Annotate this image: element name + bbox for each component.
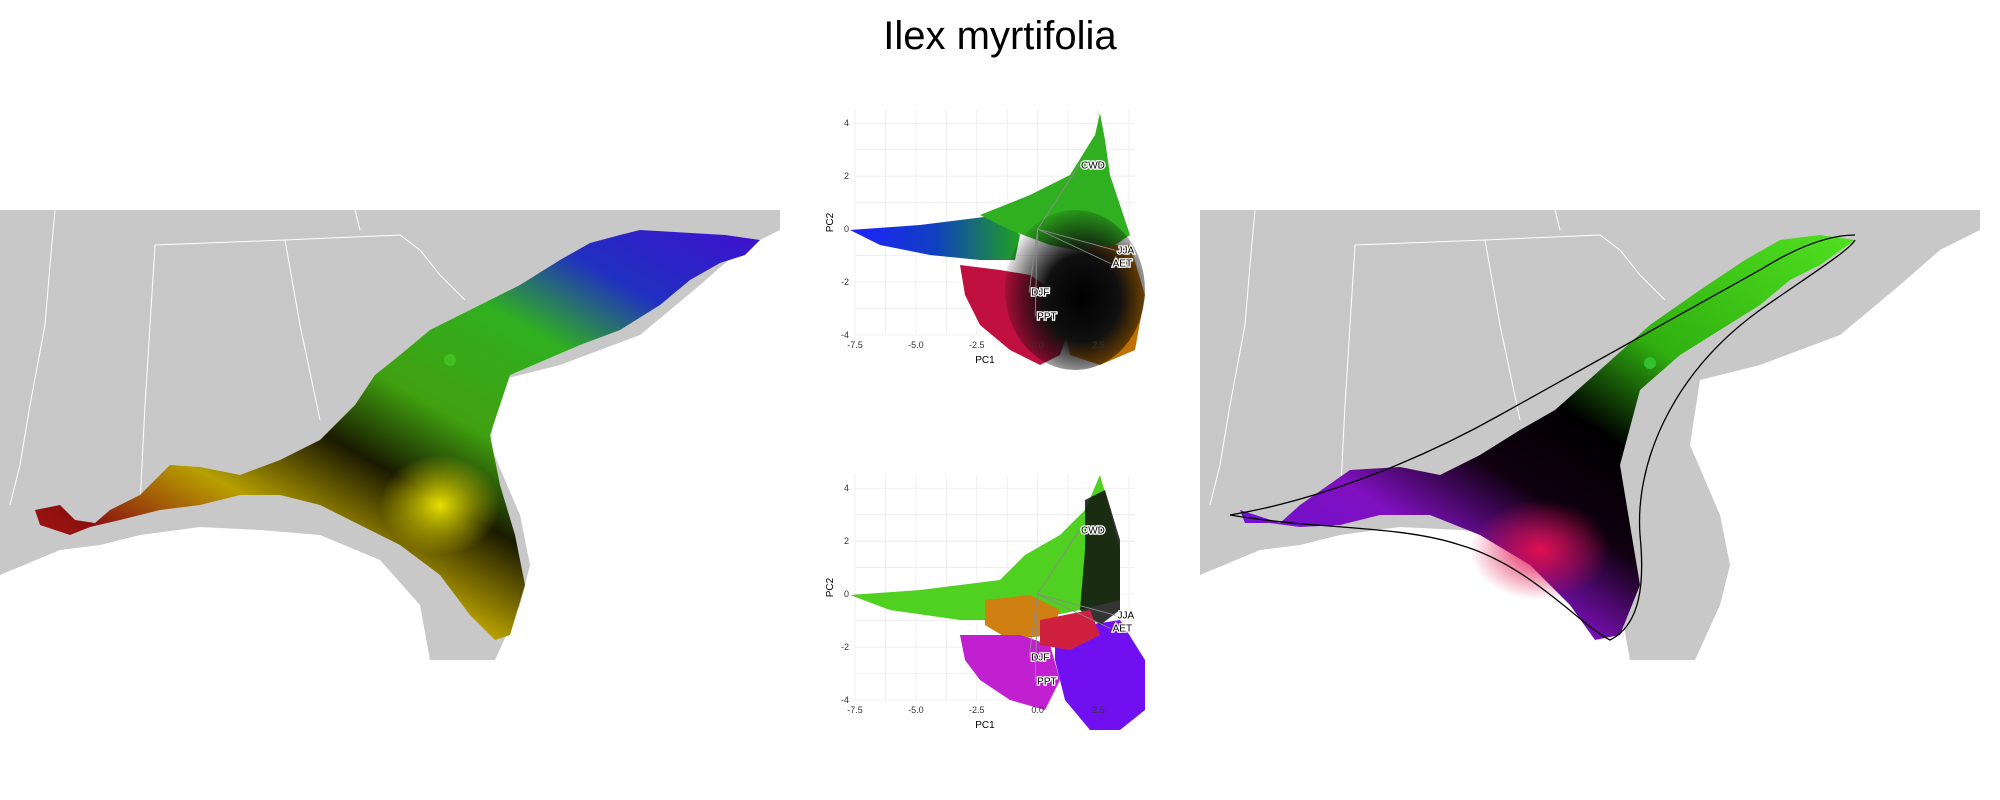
loading-vector-djf — [1028, 594, 1039, 658]
loading-vector-jja — [1037, 593, 1116, 616]
pca-bottom-cloud-violet — [1055, 620, 1145, 730]
x-tick-label: 2.5 — [1092, 705, 1105, 715]
pca-bottom-cloud-red — [1040, 610, 1100, 650]
vector-label-jja: JJA — [1118, 610, 1135, 621]
loading-vector-ppt — [1034, 229, 1039, 317]
vector-label-ppt: PPT — [1037, 311, 1056, 322]
pca-bottom-axes: -7.5 -5.0 -2.5 0.0 2.5 -4 -2 0 2 4 PC1 PC2 — [825, 483, 1105, 731]
vector-label-cwd: CWD — [1081, 161, 1105, 172]
loading-vector-cwd — [1037, 165, 1080, 230]
range-outlier — [444, 354, 456, 366]
x-tick-label: -5.0 — [908, 340, 924, 350]
map-left — [0, 209, 780, 660]
pca-top-axes: -7.5 -5.0 -2.5 0.0 2.5 -4 -2 0 2 4 PC1 PC2 — [825, 118, 1105, 366]
y-tick-label: 0 — [844, 224, 849, 234]
map-right — [1200, 209, 1980, 660]
x-axis-title: PC1 — [975, 355, 995, 366]
vector-label-djf: DJF — [1031, 653, 1049, 664]
pca-top-vectors: CWD JJA AET DJF PPT — [1028, 159, 1136, 324]
x-axis-title: PC1 — [975, 720, 995, 731]
x-tick-label: 0.0 — [1031, 340, 1044, 350]
loading-vector-aet — [1037, 228, 1111, 264]
pca-top: CWD JJA AET DJF PPT -7.5 -5.0 -2.5 0.0 2.5 -4 -2 0 2… — [825, 110, 1145, 370]
loading-vector-ppt — [1034, 594, 1039, 682]
x-tick-label: 0.0 — [1031, 705, 1044, 715]
vector-label-djf: DJF — [1031, 288, 1049, 299]
warm-patch — [380, 455, 500, 555]
loading-vector-djf — [1028, 229, 1039, 293]
x-tick-label: -2.5 — [969, 340, 985, 350]
x-tick-label: 2.5 — [1092, 340, 1105, 350]
range-outline — [1229, 234, 1856, 641]
species-range — [1240, 235, 1855, 640]
loading-vector-jja — [1037, 228, 1116, 251]
x-tick-label: -7.5 — [847, 340, 863, 350]
pca-top-cloud-core — [1005, 210, 1145, 370]
y-axis-title: PC2 — [825, 212, 836, 232]
loading-vector-aet — [1037, 593, 1111, 629]
y-tick-label: -4 — [841, 330, 849, 340]
species-range — [35, 230, 760, 640]
vector-label-jja: JJA — [1118, 245, 1135, 256]
y-tick-label: -4 — [841, 695, 849, 705]
loading-vector-cwd — [1037, 530, 1080, 595]
state-borders — [9, 209, 466, 506]
y-tick-label: 0 — [844, 589, 849, 599]
x-tick-label: -7.5 — [847, 705, 863, 715]
vector-label-aet: AET — [1113, 624, 1132, 635]
y-axis-title: PC2 — [825, 577, 836, 597]
y-tick-label: 4 — [844, 118, 849, 128]
pca-bottom-vectors: CWD JJA AET DJF PPT — [1028, 524, 1136, 689]
vector-label-cwd: CWD — [1081, 526, 1105, 537]
y-tick-label: 2 — [844, 171, 849, 181]
pca-bottom: CWD JJA AET DJF PPT -7.5 -5.0 -2.5 0.0 2.5 -4 -2 0 2… — [825, 475, 1145, 731]
y-tick-label: -2 — [841, 642, 849, 652]
vector-label-ppt: PPT — [1037, 676, 1056, 687]
pca-bottom-cloud-dark — [1080, 490, 1120, 625]
pca-bottom-cloud-magenta — [960, 635, 1060, 710]
state-borders — [1209, 209, 1666, 506]
wet-patch — [1470, 500, 1610, 600]
y-tick-label: -2 — [841, 277, 849, 287]
pca-bottom-cloud-green — [850, 475, 1120, 620]
range-outlier — [1644, 357, 1656, 369]
vector-label-aet: AET — [1113, 259, 1132, 270]
chart-title: Ilex myrtifolia — [883, 14, 1117, 58]
x-tick-label: -2.5 — [969, 705, 985, 715]
y-tick-label: 2 — [844, 536, 849, 546]
x-tick-label: -5.0 — [908, 705, 924, 715]
pca-top-cloud-arm — [850, 215, 1020, 260]
y-tick-label: 4 — [844, 483, 849, 493]
